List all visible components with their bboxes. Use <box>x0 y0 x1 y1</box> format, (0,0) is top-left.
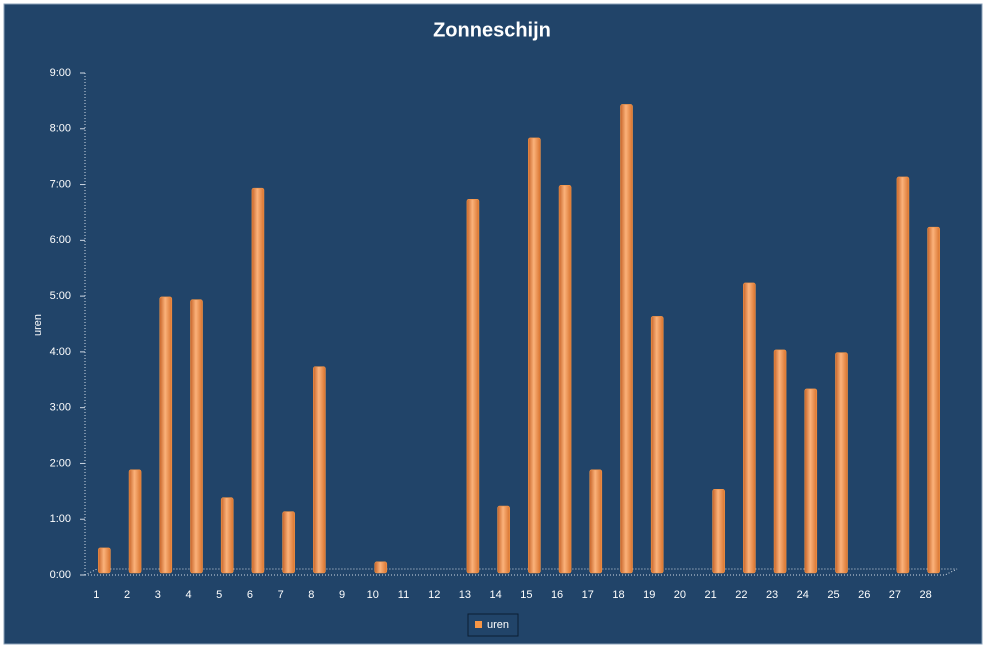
x-tick-label: 5 <box>216 589 222 601</box>
x-tick-label: 16 <box>551 589 563 601</box>
bar <box>159 296 173 574</box>
bar <box>497 505 510 574</box>
floor <box>84 568 958 576</box>
x-tick-label: 20 <box>674 589 686 601</box>
y-tick-label: 8:00 <box>50 123 71 135</box>
bar <box>620 104 633 574</box>
bar <box>927 226 940 574</box>
x-tick-label: 15 <box>520 589 532 601</box>
x-tick-label: 2 <box>124 589 130 601</box>
x-tick-label: 14 <box>490 589 502 601</box>
bar <box>712 489 725 574</box>
x-tick-label: 9 <box>339 589 345 601</box>
bar <box>743 282 756 574</box>
y-axis-label: uren <box>32 314 44 336</box>
y-tick-label: 4:00 <box>50 346 71 358</box>
bar <box>650 316 664 574</box>
x-tick-label: 7 <box>278 589 284 601</box>
x-tick-label: 28 <box>920 589 932 601</box>
bar <box>528 137 541 574</box>
bar <box>251 187 265 574</box>
x-tick-label: 23 <box>766 589 778 601</box>
y-tick-label: 9:00 <box>50 67 71 79</box>
bar <box>589 469 603 574</box>
bar <box>773 349 787 574</box>
x-tick-label: 24 <box>797 589 809 601</box>
x-tick-label: 26 <box>858 589 870 601</box>
x-tick-label: 21 <box>705 589 717 601</box>
bar <box>835 352 848 574</box>
bar <box>220 497 234 574</box>
x-tick-label: 25 <box>827 589 839 601</box>
legend-swatch <box>475 621 482 628</box>
y-tick-label: 6:00 <box>50 234 71 246</box>
y-tick-label: 0:00 <box>50 569 71 581</box>
bar <box>466 198 480 574</box>
chart-title: Zonneschijn <box>433 19 551 41</box>
bar <box>374 561 388 574</box>
x-tick-label: 18 <box>612 589 624 601</box>
x-tick-label: 11 <box>398 589 409 601</box>
x-tick-label: 8 <box>308 589 314 601</box>
legend: uren <box>467 613 519 637</box>
x-tick-label: 22 <box>735 589 747 601</box>
bar <box>98 547 111 574</box>
bar <box>558 185 572 574</box>
x-tick-label: 4 <box>185 589 191 601</box>
bar <box>128 469 142 574</box>
y-tick-label: 7:00 <box>50 178 71 190</box>
x-tick-label: 6 <box>247 589 253 601</box>
x-tick-label: 19 <box>643 589 655 601</box>
bar <box>282 511 295 574</box>
bar <box>190 299 203 574</box>
x-tick-label: 17 <box>582 589 594 601</box>
bar <box>313 366 326 574</box>
y-tick-label: 3:00 <box>50 402 71 414</box>
x-tick-label: 1 <box>93 589 99 601</box>
y-tick-label: 2:00 <box>50 457 71 469</box>
y-tick-label: 1:00 <box>50 513 71 525</box>
x-tick-label: 13 <box>459 589 471 601</box>
x-tick-label: 10 <box>367 589 379 601</box>
y-tick-label: 5:00 <box>50 290 71 302</box>
x-tick-label: 3 <box>155 589 161 601</box>
x-tick-label: 27 <box>889 589 901 601</box>
legend-label: uren <box>487 619 509 631</box>
legend-box <box>467 613 519 637</box>
x-tick-label: 12 <box>428 589 440 601</box>
bar <box>896 176 910 574</box>
bar <box>804 388 818 574</box>
